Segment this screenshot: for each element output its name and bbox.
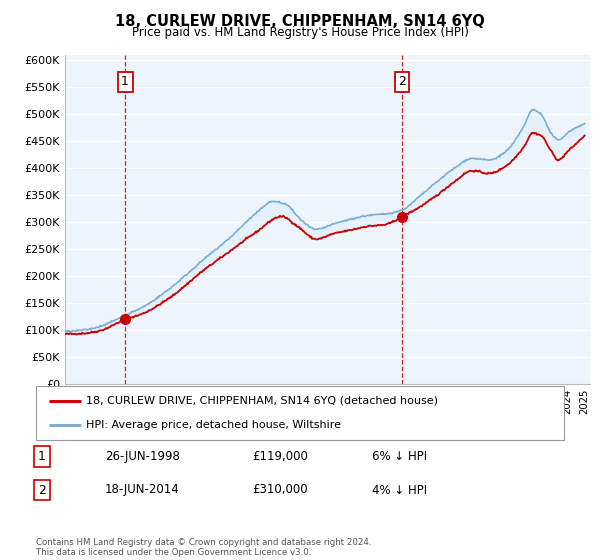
Text: HPI: Average price, detached house, Wiltshire: HPI: Average price, detached house, Wilt… — [86, 420, 341, 430]
Text: 4% ↓ HPI: 4% ↓ HPI — [372, 483, 427, 497]
Text: 18, CURLEW DRIVE, CHIPPENHAM, SN14 6YQ (detached house): 18, CURLEW DRIVE, CHIPPENHAM, SN14 6YQ (… — [86, 396, 438, 406]
Text: 1: 1 — [38, 450, 46, 463]
Text: £310,000: £310,000 — [252, 483, 308, 497]
Text: Price paid vs. HM Land Registry's House Price Index (HPI): Price paid vs. HM Land Registry's House … — [131, 26, 469, 39]
Text: 1: 1 — [121, 76, 129, 88]
Text: 18-JUN-2014: 18-JUN-2014 — [105, 483, 180, 497]
Text: Contains HM Land Registry data © Crown copyright and database right 2024.
This d: Contains HM Land Registry data © Crown c… — [36, 538, 371, 557]
Text: 6% ↓ HPI: 6% ↓ HPI — [372, 450, 427, 463]
Text: 2: 2 — [38, 483, 46, 497]
Text: 26-JUN-1998: 26-JUN-1998 — [105, 450, 180, 463]
Text: 18, CURLEW DRIVE, CHIPPENHAM, SN14 6YQ: 18, CURLEW DRIVE, CHIPPENHAM, SN14 6YQ — [115, 14, 485, 29]
Text: 2: 2 — [398, 76, 406, 88]
Text: £119,000: £119,000 — [252, 450, 308, 463]
